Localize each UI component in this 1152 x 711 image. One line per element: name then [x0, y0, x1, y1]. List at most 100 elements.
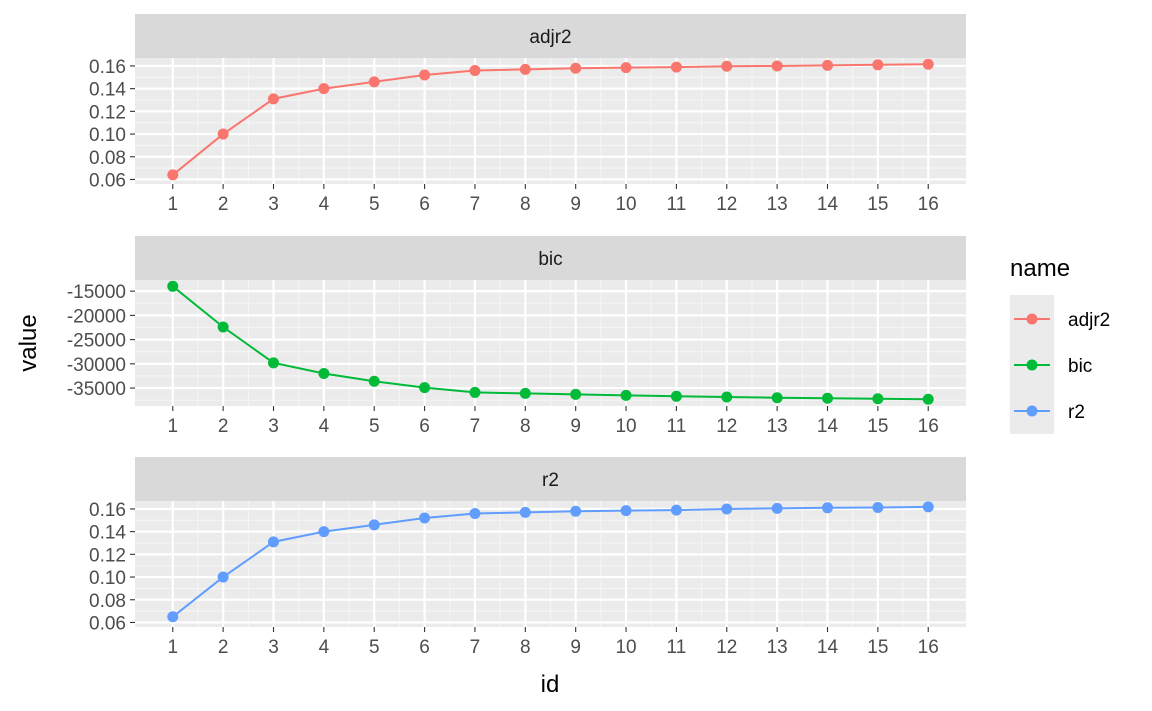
data-point — [268, 536, 279, 548]
legend-key-point — [1026, 359, 1038, 371]
data-point — [570, 505, 582, 517]
data-point — [318, 526, 330, 538]
x-tick-label: 12 — [716, 416, 737, 437]
data-point — [519, 506, 531, 518]
y-tick-label: 0.14 — [89, 523, 126, 544]
y-tick-label: 0.06 — [89, 613, 126, 634]
legend: name adjr2 bic r2 — [1010, 255, 1110, 434]
x-tick-label: 3 — [268, 637, 279, 658]
data-point — [368, 375, 380, 387]
facet-strip — [135, 236, 966, 280]
x-tick-label: 3 — [268, 416, 279, 437]
x-tick-label: 16 — [918, 637, 939, 658]
y-tick-label: -35000 — [67, 379, 126, 400]
x-tick-label: 13 — [767, 637, 788, 658]
x-tick-label: 10 — [615, 416, 636, 437]
x-tick-label: 9 — [570, 637, 581, 658]
data-point — [469, 386, 481, 398]
x-tick-label: 7 — [470, 194, 481, 215]
x-tick-label: 5 — [369, 416, 380, 437]
legend-title: name — [1010, 255, 1070, 282]
x-tick-label: 9 — [570, 416, 581, 437]
facet-r2: r20.060.080.100.120.140.161 2 3 4 5 6 7 8 9 10 11 1… — [89, 457, 966, 658]
x-tick-label: 13 — [767, 416, 788, 437]
data-point — [419, 69, 431, 81]
x-tick-label: 8 — [520, 637, 531, 658]
data-point — [872, 59, 884, 71]
x-tick-label: 2 — [218, 194, 229, 215]
x-tick-label: 6 — [419, 194, 430, 215]
data-point — [922, 501, 934, 513]
data-point — [670, 390, 682, 402]
x-tick-label: 8 — [520, 194, 531, 215]
facet-strip — [135, 457, 966, 501]
y-axis-title: value — [15, 314, 42, 371]
y-tick-label: 0.14 — [89, 80, 126, 101]
data-point — [822, 59, 833, 71]
x-tick-label: 11 — [667, 416, 687, 437]
data-point — [872, 393, 884, 405]
y-tick-label: 0.08 — [89, 148, 126, 169]
data-point — [771, 392, 783, 404]
facet-strip-label: r2 — [542, 470, 559, 491]
x-tick-label: 4 — [319, 416, 330, 437]
data-point — [368, 519, 380, 531]
y-tick-label: -30000 — [67, 355, 126, 376]
y-tick-label: 0.10 — [89, 125, 126, 146]
data-point — [167, 611, 179, 623]
series-line-r2 — [172, 505, 929, 618]
x-tick-label: 5 — [369, 194, 380, 215]
y-tick-label: -25000 — [67, 331, 126, 352]
x-tick-label: 2 — [218, 637, 229, 658]
data-point — [570, 62, 582, 74]
x-tick-label: 10 — [615, 194, 636, 215]
x-tick-label: 10 — [615, 637, 636, 658]
data-point — [268, 357, 279, 369]
x-tick-label: 6 — [419, 637, 430, 658]
x-tick-label: 2 — [218, 416, 229, 437]
x-tick-label: 12 — [716, 194, 737, 215]
x-tick-label: 11 — [667, 194, 687, 215]
legend-entry-bic: bic — [1014, 356, 1092, 377]
facet-strip-label: adjr2 — [529, 27, 571, 48]
series-line-adjr2 — [172, 63, 929, 176]
data-point — [167, 280, 179, 292]
data-point — [570, 388, 582, 400]
data-point — [217, 321, 229, 333]
y-tick-label: -15000 — [67, 282, 126, 303]
data-point — [217, 128, 229, 140]
data-point — [167, 169, 179, 181]
x-tick-label: 6 — [419, 416, 430, 437]
y-tick-label: 0.12 — [89, 102, 126, 123]
legend-entries: adjr2 bic r2 — [1014, 310, 1110, 423]
x-tick-label: 14 — [817, 194, 839, 215]
data-point — [922, 393, 934, 405]
x-tick-label: 14 — [817, 416, 839, 437]
x-tick-label: 13 — [767, 194, 788, 215]
legend-label: r2 — [1068, 402, 1085, 423]
x-tick-label: 15 — [867, 637, 888, 658]
legend-entry-adjr2: adjr2 — [1014, 310, 1110, 331]
data-point — [822, 392, 833, 404]
legend-label: bic — [1068, 356, 1092, 377]
legend-key-point — [1026, 313, 1038, 325]
data-point — [771, 502, 783, 514]
series-line-bic — [172, 285, 929, 401]
x-tick-label: 12 — [716, 637, 737, 658]
data-point — [469, 507, 481, 519]
legend-entry-r2: r2 — [1014, 402, 1085, 423]
x-tick-label: 5 — [369, 637, 380, 658]
data-point — [670, 61, 682, 73]
data-point — [368, 76, 380, 88]
x-tick-label: 9 — [570, 194, 581, 215]
data-point — [872, 501, 884, 513]
data-point — [318, 368, 330, 380]
x-tick-label: 16 — [918, 194, 939, 215]
y-tick-label: 0.06 — [89, 170, 126, 191]
data-point — [419, 512, 431, 524]
data-point — [519, 63, 531, 75]
data-point — [721, 60, 733, 72]
